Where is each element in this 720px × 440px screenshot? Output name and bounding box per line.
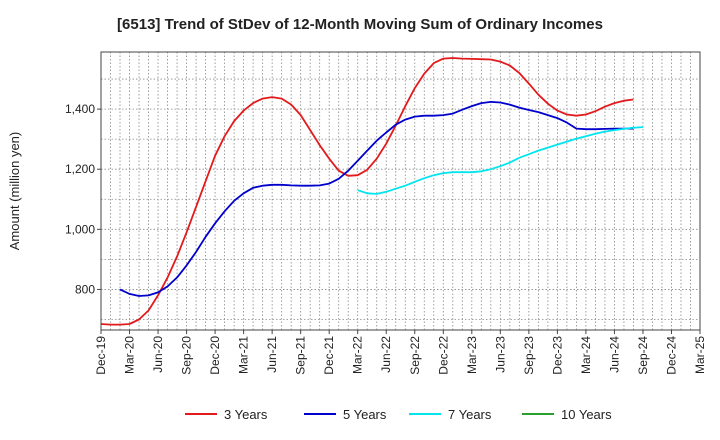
x-tick-label: Dec-20 [208,336,222,375]
plot-area-frame [100,51,701,331]
x-tick-label: Sep-20 [180,336,194,375]
x-tick-label: Mar-23 [465,336,479,374]
series-line-3 [357,126,644,195]
x-tick-label: Dec-23 [550,336,564,375]
y-axis-ticks: 800 1,000 1,200 1,400 [65,102,101,296]
x-tick-label: Mar-21 [237,336,251,374]
x-tick-label: Dec-22 [436,336,450,375]
series-line-1 [100,57,634,326]
grid-lines [101,52,700,330]
x-tick-label: Dec-24 [664,336,678,375]
x-tick-label: Jun-24 [607,336,621,373]
y-tick-label: 800 [75,282,95,296]
y-tick-label: 1,200 [65,162,95,176]
y-tick-label: 1,400 [65,102,95,116]
x-tick-label: Sep-24 [636,336,650,375]
x-tick-label: Jun-22 [379,336,393,373]
legend[interactable]: 3 Years 5 Years 7 Years 10 Years [185,407,612,422]
x-tick-label: Sep-23 [522,336,536,375]
series-lines [100,57,644,326]
legend-label: 10 Years [561,407,612,422]
legend-item-1[interactable]: 3 Years [185,407,268,422]
x-tick-label: Dec-19 [94,336,108,375]
legend-label: 7 Years [448,407,492,422]
x-tick-label: Dec-21 [322,336,336,375]
x-tick-label: Jun-21 [265,336,279,373]
chart-title: [6513] Trend of StDev of 12-Month Moving… [117,16,603,33]
x-tick-label: Jun-20 [151,336,165,373]
x-tick-label: Sep-22 [408,336,422,375]
x-tick-label: Mar-24 [579,336,593,374]
legend-label: 5 Years [343,407,387,422]
legend-item-2[interactable]: 5 Years [304,407,387,422]
legend-item-3[interactable]: 7 Years [409,407,492,422]
legend-item-4[interactable]: 10 Years [522,407,612,422]
x-tick-label: Mar-22 [351,336,365,374]
x-tick-label: Sep-21 [294,336,308,375]
x-tick-label: Jun-23 [493,336,507,373]
y-tick-label: 1,000 [65,222,95,236]
x-axis-ticks: Dec-19 Mar-20 Jun-20 Sep-20 Dec-20 Mar-21 Jun-… [94,330,707,375]
series-line-2 [119,101,634,297]
legend-label: 3 Years [224,407,268,422]
x-tick-label: Mar-20 [123,336,137,374]
y-axis-label: Amount (million yen) [7,132,22,251]
x-tick-label: Mar-25 [693,336,707,374]
